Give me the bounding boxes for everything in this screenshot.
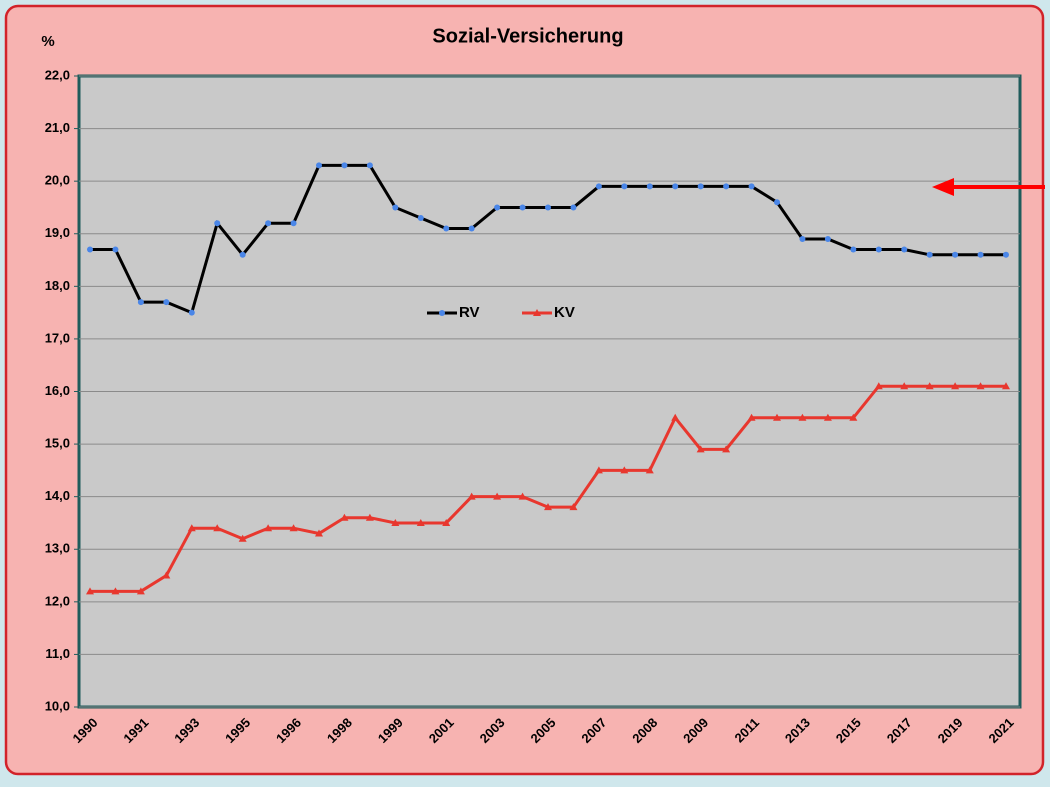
y-axis-label: % bbox=[41, 33, 54, 50]
marker bbox=[315, 529, 323, 537]
y-tick-label: 18,0 bbox=[45, 278, 70, 293]
marker bbox=[1002, 382, 1010, 390]
marker bbox=[493, 492, 502, 500]
y-tick-label: 12,0 bbox=[45, 593, 70, 608]
marker bbox=[366, 162, 373, 169]
marker bbox=[340, 513, 349, 521]
y-tick-label: 13,0 bbox=[45, 541, 70, 556]
marker bbox=[621, 183, 628, 190]
arrow-head bbox=[932, 178, 954, 196]
marker bbox=[443, 225, 450, 232]
legend-marker bbox=[533, 309, 541, 316]
marker bbox=[925, 382, 934, 390]
y-tick-label: 19,0 bbox=[45, 225, 70, 240]
marker bbox=[316, 162, 322, 169]
y-tick-label: 11,0 bbox=[45, 646, 70, 661]
marker bbox=[468, 225, 475, 232]
marker bbox=[594, 466, 603, 474]
marker bbox=[799, 236, 806, 243]
marker bbox=[518, 492, 527, 500]
marker bbox=[137, 299, 144, 306]
marker bbox=[265, 220, 272, 227]
marker bbox=[595, 183, 602, 190]
y-tick-label: 17,0 bbox=[45, 330, 70, 345]
marker bbox=[238, 534, 247, 542]
marker bbox=[519, 204, 526, 211]
marker bbox=[850, 246, 857, 253]
marker bbox=[341, 162, 348, 169]
marker bbox=[646, 183, 653, 190]
marker bbox=[824, 236, 831, 243]
marker bbox=[86, 587, 94, 595]
chart-title: Sozial-Versicherung bbox=[432, 25, 623, 47]
legend-marker bbox=[439, 310, 445, 316]
y-tick-label: 16,0 bbox=[45, 383, 70, 398]
marker bbox=[798, 413, 807, 421]
marker bbox=[214, 220, 221, 227]
marker bbox=[136, 587, 145, 595]
marker bbox=[417, 214, 424, 221]
marker bbox=[952, 251, 959, 258]
marker bbox=[773, 413, 781, 421]
marker bbox=[545, 204, 551, 211]
y-tick-label: 21,0 bbox=[45, 120, 70, 135]
marker bbox=[723, 183, 730, 190]
marker bbox=[289, 524, 298, 532]
marker bbox=[239, 251, 246, 258]
legend-label: KV bbox=[554, 304, 575, 321]
y-tick-label: 15,0 bbox=[45, 436, 70, 451]
grid bbox=[79, 75, 1020, 708]
marker bbox=[697, 183, 704, 190]
marker bbox=[748, 183, 755, 190]
y-tick-label: 14,0 bbox=[45, 488, 70, 503]
marker bbox=[901, 246, 908, 253]
marker bbox=[696, 445, 705, 453]
legend-label: RV bbox=[459, 304, 480, 321]
marker bbox=[671, 413, 680, 421]
marker bbox=[645, 466, 654, 474]
marker bbox=[442, 518, 451, 526]
y-tick-label: 10,0 bbox=[45, 698, 70, 713]
marker bbox=[162, 571, 171, 579]
marker bbox=[494, 204, 501, 211]
marker bbox=[392, 204, 399, 211]
marker bbox=[188, 309, 195, 316]
marker bbox=[87, 246, 93, 253]
y-tick-label: 22,0 bbox=[45, 67, 70, 82]
marker bbox=[544, 503, 552, 511]
marker bbox=[849, 413, 858, 421]
arrow bbox=[932, 178, 1045, 196]
marker bbox=[672, 183, 679, 190]
marker bbox=[187, 524, 196, 532]
marker bbox=[467, 492, 476, 500]
marker bbox=[213, 524, 222, 532]
marker bbox=[926, 251, 933, 258]
marker bbox=[823, 413, 832, 421]
marker bbox=[416, 518, 425, 526]
marker bbox=[112, 246, 119, 253]
marker bbox=[570, 204, 577, 211]
marker bbox=[163, 299, 170, 306]
marker bbox=[977, 251, 984, 258]
marker bbox=[111, 587, 120, 595]
marker bbox=[264, 524, 273, 532]
marker bbox=[951, 382, 960, 390]
marker bbox=[774, 199, 780, 206]
marker bbox=[747, 413, 756, 421]
marker bbox=[391, 518, 400, 526]
marker bbox=[900, 382, 909, 390]
marker bbox=[290, 220, 297, 227]
marker bbox=[1003, 251, 1009, 258]
marker bbox=[976, 382, 985, 390]
marker bbox=[874, 382, 883, 390]
y-tick-label: 20,0 bbox=[45, 173, 70, 188]
marker bbox=[620, 466, 629, 474]
marker bbox=[365, 513, 374, 521]
marker bbox=[569, 503, 578, 511]
marker bbox=[722, 445, 731, 453]
marker bbox=[875, 246, 882, 253]
